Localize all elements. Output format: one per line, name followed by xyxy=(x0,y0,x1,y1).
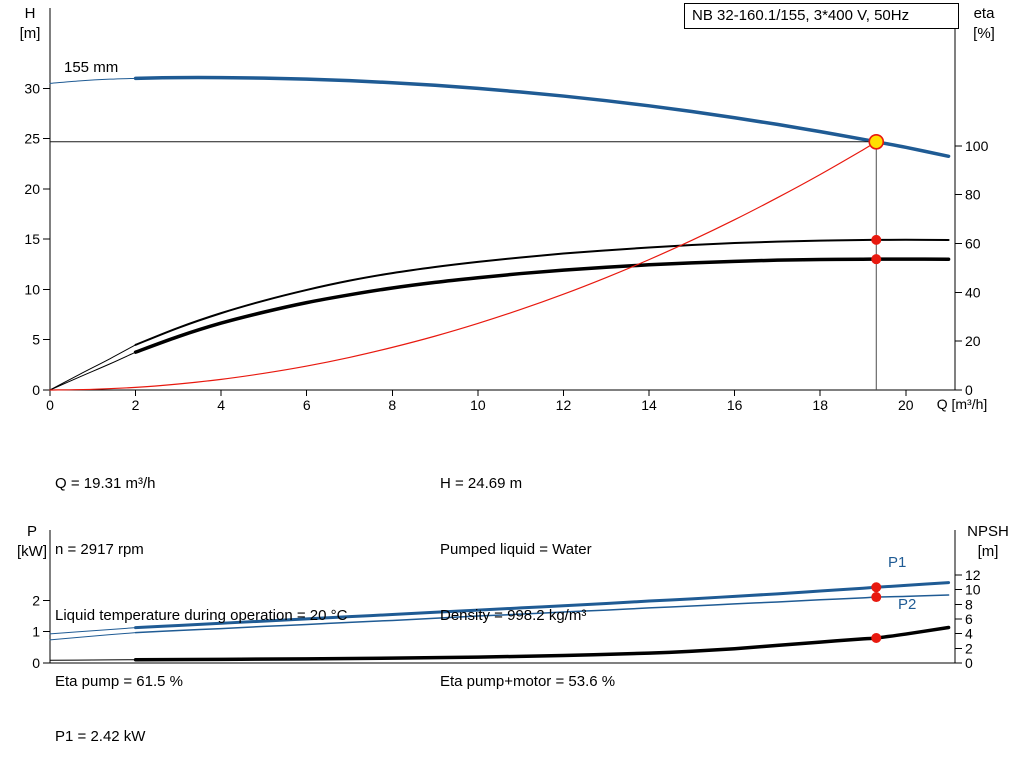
operating-data-left: Q = 19.31 m³/h n = 2917 rpm Liquid tempe… xyxy=(55,429,347,737)
y-left-tick-label: 25 xyxy=(24,131,40,147)
y-right-tick-label: 60 xyxy=(965,236,981,252)
p1-curve xyxy=(134,581,951,630)
eta-pump-motor-curve xyxy=(133,257,951,354)
info-head: H = 24.69 m xyxy=(440,475,523,492)
eta-pump-motor-curve-lead xyxy=(49,351,137,391)
p1-curve-label: P1 xyxy=(888,554,906,571)
x-axis-title: Q [m³/h] xyxy=(937,396,988,412)
y-right-tick-label: 0 xyxy=(965,382,973,398)
y-left-tick-label: 30 xyxy=(24,80,40,96)
x-tick-label: 20 xyxy=(898,397,914,413)
y-left-tick-label: 0 xyxy=(32,382,40,398)
info-p1: P1 = 2.42 kW xyxy=(55,728,146,745)
eta-pump-duty-dot xyxy=(871,234,882,245)
y-left-tick-label: 0 xyxy=(32,655,40,671)
npsh-axis-corner-label: NPSH [m] xyxy=(960,522,1016,562)
x-tick-label: 0 xyxy=(46,397,54,413)
operating-data-right: H = 24.69 m Pumped liquid = Water Densit… xyxy=(440,429,615,737)
info-liquid-temp: Liquid temperature during operation = 20… xyxy=(55,607,348,624)
y-left-tick-label: 15 xyxy=(24,231,40,247)
p2-curve xyxy=(134,594,950,634)
h-axis-unit: [m] xyxy=(19,25,41,42)
p1-duty-dot xyxy=(871,582,882,593)
x-tick-label: 12 xyxy=(556,397,572,413)
duty-point-marker[interactable] xyxy=(868,134,885,150)
y-right-tick-label: 8 xyxy=(965,596,973,612)
p-axis-unit: [kW] xyxy=(17,543,47,560)
h-axis-symbol: H xyxy=(24,5,36,22)
head-curve-lead xyxy=(49,77,137,84)
hq-eta-chart: 0 2 4 6 8 10 12 14 16 18 20 Q [m³/h]051015202530020… xyxy=(24,8,989,413)
info-eta-pump: Eta pump = 61.5 % xyxy=(55,673,183,690)
y-right-tick-label: 20 xyxy=(965,333,981,349)
npsh-curve xyxy=(133,625,951,662)
impeller-size-label: 155 mm xyxy=(64,59,118,76)
npsh-axis-unit: [m] xyxy=(977,543,999,560)
x-tick-label: 14 xyxy=(641,397,657,413)
y-right-tick-label: 100 xyxy=(965,138,989,154)
p2-curve-lead xyxy=(49,632,137,641)
y-right-tick-label: 0 xyxy=(965,655,973,671)
eta-axis-unit: [%] xyxy=(973,25,995,42)
info-flow: Q = 19.31 m³/h xyxy=(55,475,156,492)
p2-curve-label: P2 xyxy=(898,596,916,613)
y-left-tick-label: 20 xyxy=(24,181,40,197)
y-right-tick-label: 80 xyxy=(965,187,981,203)
x-tick-label: 2 xyxy=(132,397,140,413)
info-density: Density = 998.2 kg/m³ xyxy=(440,607,587,624)
y-right-tick-label: 10 xyxy=(965,582,981,598)
y-right-tick-label: 40 xyxy=(965,284,981,300)
y-right-tick-label: 4 xyxy=(965,626,973,642)
p-axis-symbol: P xyxy=(26,523,37,540)
x-tick-label: 10 xyxy=(470,397,486,413)
y-right-tick-label: 12 xyxy=(965,567,981,583)
y-left-tick-label: 10 xyxy=(24,281,40,297)
head-curve-155mm xyxy=(133,75,951,159)
system-curve xyxy=(49,141,877,391)
p-axis-corner-label: P [kW] xyxy=(8,522,56,562)
eta-pump-curve xyxy=(134,238,950,346)
info-pumped-liquid: Pumped liquid = Water xyxy=(440,541,592,558)
x-tick-label: 18 xyxy=(812,397,828,413)
x-tick-label: 4 xyxy=(217,397,225,413)
eta-axis-corner-label: eta [%] xyxy=(962,4,1006,44)
npsh-axis-symbol: NPSH xyxy=(967,523,1009,540)
npsh-duty-dot xyxy=(871,633,882,644)
p1-curve-lead xyxy=(49,627,137,635)
y-right-tick-label: 2 xyxy=(965,640,973,656)
y-left-tick-label: 5 xyxy=(32,332,40,348)
x-tick-label: 8 xyxy=(388,397,396,413)
x-tick-label: 16 xyxy=(727,397,743,413)
info-speed: n = 2917 rpm xyxy=(55,541,144,558)
info-eta-pump-motor: Eta pump+motor = 53.6 % xyxy=(440,673,616,690)
p2-duty-dot xyxy=(871,592,882,603)
y-left-tick-label: 1 xyxy=(32,624,40,640)
y-left-tick-label: 2 xyxy=(32,592,40,608)
eta-pump-curve-lead xyxy=(49,344,137,391)
x-tick-label: 6 xyxy=(303,397,311,413)
npsh-curve-lead xyxy=(49,659,137,661)
eta-axis-symbol: eta xyxy=(973,5,995,22)
eta-pump-motor-duty-dot xyxy=(871,254,882,265)
power-npsh-data: P1 = 2.42 kW P2 = 2.108 kW NPSH = 3.41 m… xyxy=(55,682,397,781)
pump-model-box: NB 32-160.1/155, 3*400 V, 50Hz xyxy=(684,3,959,29)
h-axis-corner-label: H [m] xyxy=(10,4,50,44)
y-right-tick-label: 6 xyxy=(965,611,973,627)
